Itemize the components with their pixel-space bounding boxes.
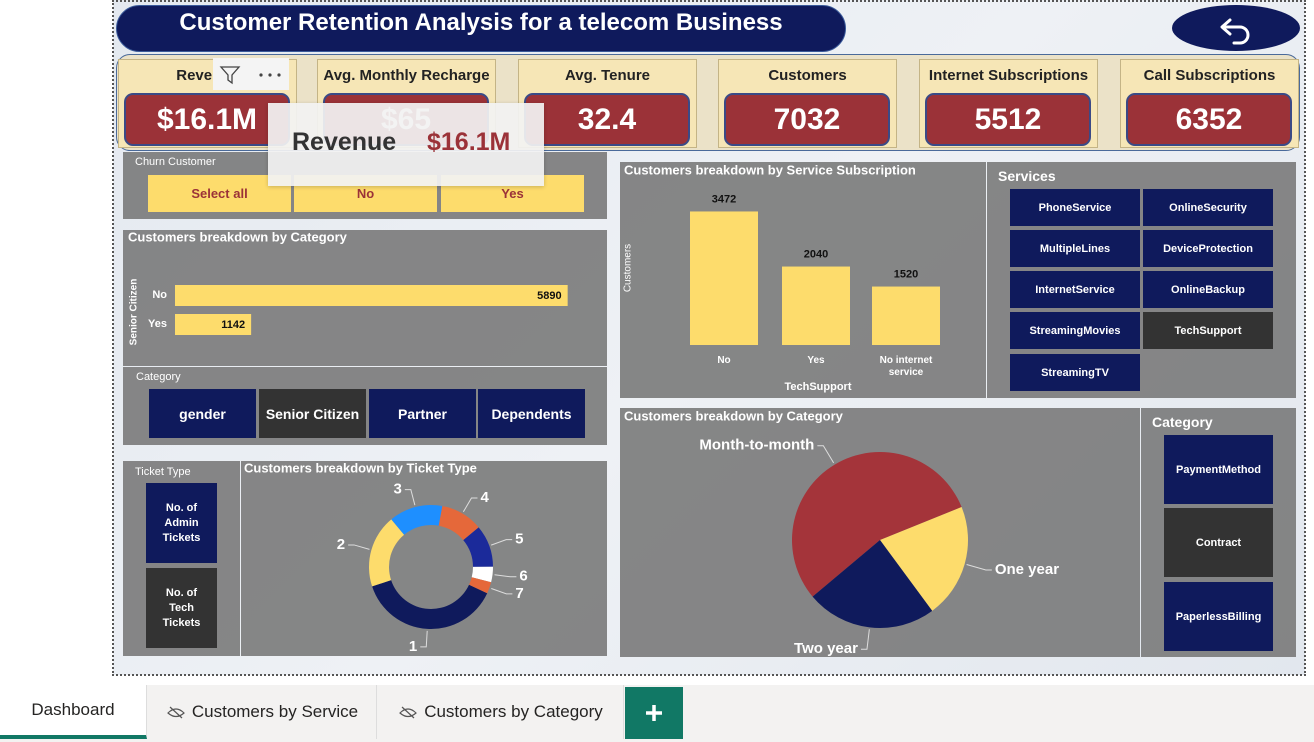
slicer-button[interactable]: InternetService xyxy=(1010,271,1140,308)
tab-label: Customers by Category xyxy=(424,702,603,721)
hidden-icon xyxy=(399,706,418,719)
back-button[interactable] xyxy=(1170,4,1304,52)
slicer-button[interactable]: PhoneService xyxy=(1010,189,1140,226)
tab[interactable]: Customers by Category xyxy=(378,685,624,739)
slicer-title: Churn Customer xyxy=(135,156,216,168)
kpi-value: $16.1M xyxy=(124,93,290,146)
category-label: Yes xyxy=(807,355,825,366)
slicer-button[interactable]: Dependents xyxy=(478,389,585,438)
slicer-button[interactable]: OnlineSecurity xyxy=(1143,189,1273,226)
more-dot[interactable] xyxy=(268,73,272,77)
tab-label: Customers by Service xyxy=(191,702,359,721)
kpi-value: 7032 xyxy=(724,93,890,146)
more-dot[interactable] xyxy=(277,73,281,77)
back-arrow-icon xyxy=(1220,18,1250,45)
more-dot[interactable] xyxy=(259,73,263,77)
slicer-button[interactable]: Partner xyxy=(369,389,476,438)
add-tab-button[interactable] xyxy=(625,687,683,739)
slicer-title: Category xyxy=(1152,414,1213,430)
slicer-button[interactable]: No. of Admin Tickets xyxy=(146,483,217,563)
header-bg xyxy=(213,58,289,90)
kpi-value: 6352 xyxy=(1126,93,1292,146)
tab[interactable]: Dashboard xyxy=(0,685,147,739)
kpi-label: Internet Subscriptions xyxy=(928,66,1089,84)
visual-header[interactable] xyxy=(213,58,289,90)
slicer-button[interactable]: Senior Citizen xyxy=(259,389,366,438)
panel xyxy=(620,408,1140,657)
panel xyxy=(123,230,607,366)
kpi-label: Customers xyxy=(768,66,847,84)
tab[interactable]: Customers by Service xyxy=(148,685,377,739)
kpi-label: Avg. Monthly Recharge xyxy=(323,66,490,84)
slicer-button[interactable]: OnlineBackup xyxy=(1143,271,1273,308)
slicer-title: Category xyxy=(136,371,181,383)
slicer-button[interactable]: MultipleLines xyxy=(1010,230,1140,267)
tooltip xyxy=(268,103,544,186)
title-banner: Customer Retention Analysis for a teleco… xyxy=(116,5,846,52)
slicer-button[interactable]: TechSupport xyxy=(1143,312,1273,349)
kpi-label: Call Subscriptions xyxy=(1143,66,1276,84)
kpi-value: 32.4 xyxy=(524,93,690,146)
slicer-button[interactable]: Contract xyxy=(1164,508,1273,577)
slicer-button[interactable]: gender xyxy=(149,389,256,438)
slicer-button[interactable]: No. of Tech Tickets xyxy=(146,568,217,648)
hidden-icon xyxy=(166,706,185,719)
slicer-button[interactable]: Select all xyxy=(148,175,291,212)
tooltip-value: $16.1M xyxy=(427,128,511,156)
filter-icon[interactable] xyxy=(219,66,241,85)
canvas-border xyxy=(112,0,1306,676)
tooltip-label: Revenue xyxy=(292,128,397,156)
plus-icon xyxy=(646,705,662,721)
kpi-label: Avg. Tenure xyxy=(564,66,650,84)
slicer-title: Services xyxy=(998,168,1056,184)
tab-label: Dashboard xyxy=(31,700,115,719)
slicer-title: Ticket Type xyxy=(135,466,191,478)
slicer-button[interactable]: PaymentMethod xyxy=(1164,435,1273,504)
slicer-button[interactable]: DeviceProtection xyxy=(1143,230,1273,267)
category-label: No xyxy=(717,355,731,366)
slicer-button[interactable]: PaperlessBilling xyxy=(1164,582,1273,651)
kpi-value: 5512 xyxy=(925,93,1091,146)
panel xyxy=(241,461,607,656)
slicer-button[interactable]: StreamingTV xyxy=(1010,354,1140,391)
slicer-button[interactable]: StreamingMovies xyxy=(1010,312,1140,349)
category-label: No internet service xyxy=(879,355,933,378)
